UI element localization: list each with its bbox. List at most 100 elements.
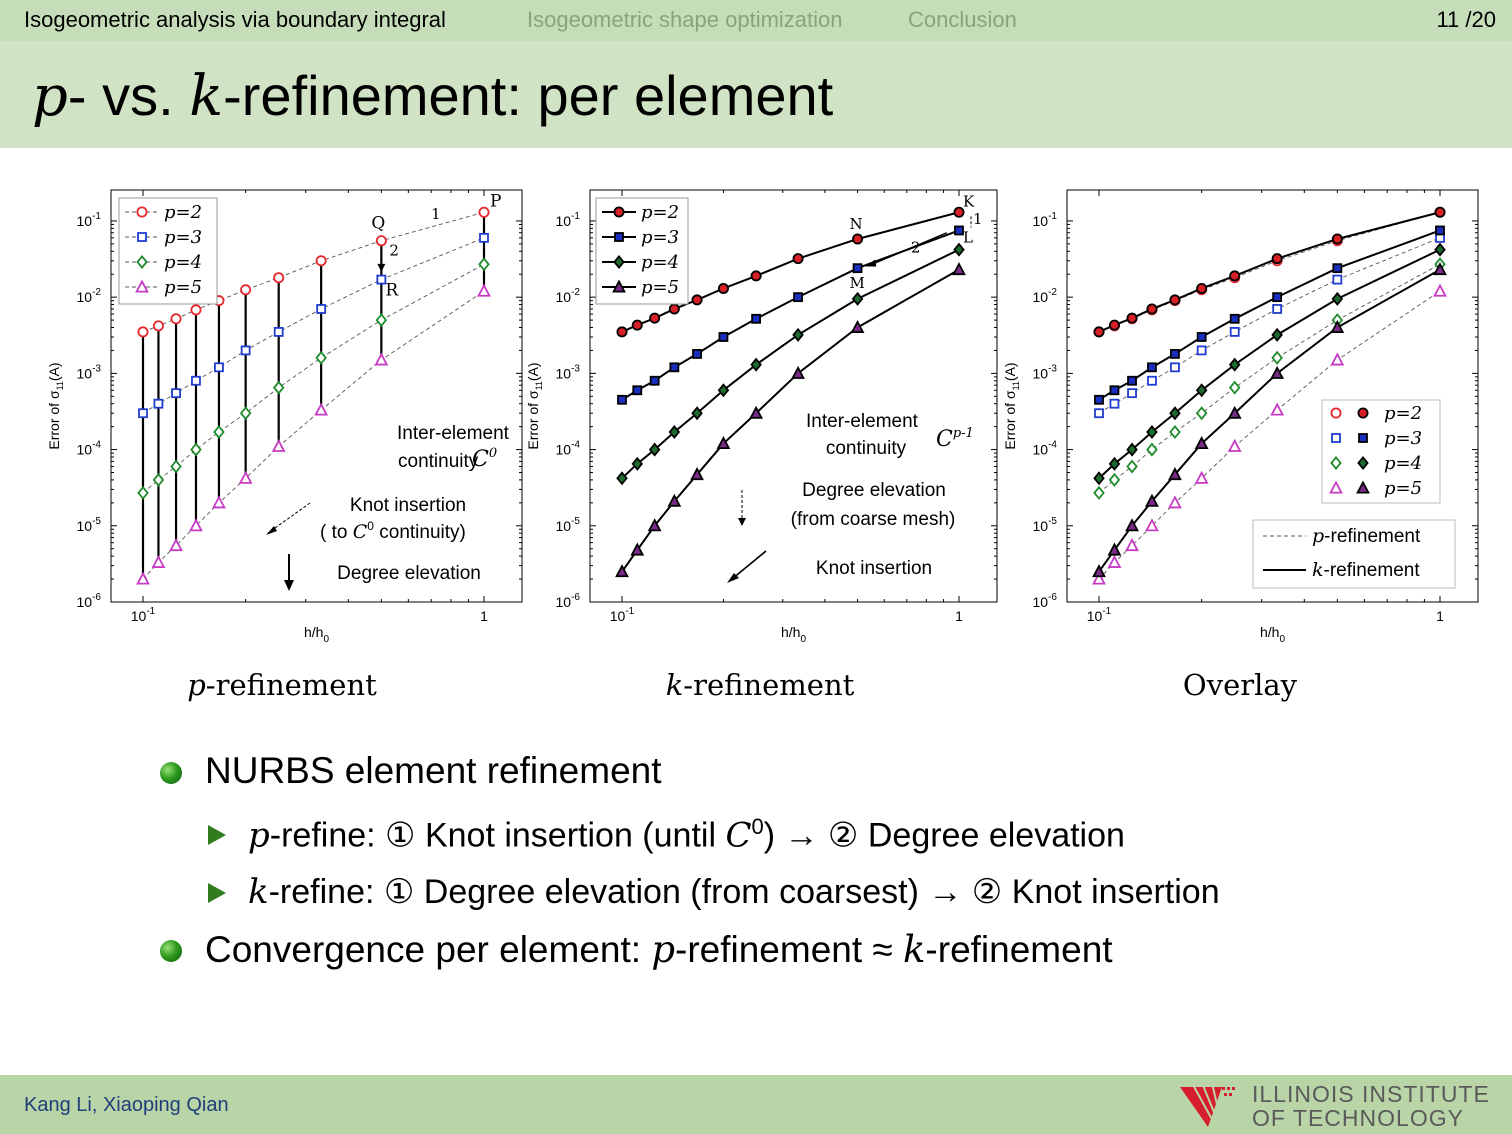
- p-series-p=4-line: [142, 263, 485, 494]
- overlay-p-p=4-point: [1126, 459, 1138, 474]
- k-series-p=5-point: [615, 564, 629, 578]
- k-series-p=5-point: [850, 319, 865, 333]
- k-series-p=3-line: [621, 229, 960, 401]
- y-tick-label: 10-4: [77, 440, 102, 458]
- overlay-k-p=2-point: [1093, 326, 1105, 338]
- legend-label-p-refinement: p-refinement: [1312, 525, 1421, 547]
- y-tick-label: 10-3: [556, 363, 581, 381]
- triangle-bullet-icon: [208, 825, 226, 845]
- overlay-k-p=5-point: [1330, 319, 1345, 333]
- p-series-p=4-point: [170, 459, 182, 474]
- k-series-p=2-point: [852, 233, 864, 245]
- x-axis-label: h/h0: [781, 624, 806, 645]
- legend-label: p=4: [164, 252, 202, 273]
- triangle-bullet-icon: [208, 883, 226, 903]
- k-series-p=2-point: [668, 303, 680, 315]
- overlay-p-p=3-point: [1229, 327, 1240, 337]
- overlay-p-p=3-point: [1196, 345, 1207, 356]
- k-series-p=2-point: [631, 319, 643, 331]
- legend-label: p=5: [641, 277, 679, 298]
- overlay-k-p=5-point: [1227, 405, 1242, 419]
- overlay-k-p=2-point: [1229, 270, 1241, 282]
- overlay-p-p=3-line: [1098, 237, 1441, 414]
- p-series-p=3-point: [138, 408, 148, 419]
- p-series-p=5-point: [271, 438, 286, 452]
- logo-text-line2: OF TECHNOLOGY: [1252, 1105, 1464, 1131]
- k-series-p=4-line: [621, 248, 960, 480]
- legend-marker: [136, 206, 148, 218]
- k-series-p=5-point: [716, 436, 731, 450]
- slide-title: p- vs. k-refinement: per element: [32, 64, 834, 129]
- arrow-head: [727, 573, 739, 583]
- overlay-p-p=3-point: [1127, 388, 1137, 399]
- arrow-head: [284, 580, 294, 591]
- legend-marker: [137, 232, 147, 242]
- point-label-p: P: [490, 191, 501, 211]
- overlay-k-p=4-point: [1331, 291, 1344, 306]
- k-series-p=2-point: [953, 206, 965, 218]
- overlay-k-p=3-line: [1098, 229, 1441, 401]
- legend-marker: [613, 206, 625, 218]
- chart-p-refinement: 10-1 10-2 10-3 10-4 10-5 10-6 10-1 1 h/h0 Error o…: [46, 189, 523, 645]
- chart-overlay: 10-1 10-2 10-3 10-4 10-5 10-6 10-1 1 h/h0 Error o…: [1002, 189, 1479, 645]
- bullet-icon: [160, 762, 182, 784]
- overlay-p-p=3-point: [1094, 408, 1104, 419]
- p-series-p=5-point: [477, 283, 491, 297]
- nav-section-bem[interactable]: Isogeometric analysis via boundary integ…: [24, 7, 446, 32]
- overlay-k-p=2-point: [1146, 303, 1158, 315]
- overlay-k-p=2-point: [1169, 294, 1181, 306]
- p-series-p=5-point: [151, 554, 166, 568]
- legend-marker: [612, 279, 626, 293]
- overlay-k-p=3-point: [1094, 394, 1104, 405]
- p-series-p=3-point: [171, 388, 181, 399]
- x-tick-label: 1: [480, 608, 488, 624]
- overlay-k-p=3-point: [1229, 313, 1240, 324]
- annotation-c0: C0: [472, 446, 497, 472]
- k-series-p=2-point: [691, 294, 703, 306]
- overlay-k-p=4-point: [1146, 424, 1158, 440]
- legend-open-marker: [1330, 407, 1342, 419]
- chart-k-refinement: 10-1 10-2 10-3 10-4 10-5 10-6 10-1 1 h/h0 Error o…: [525, 189, 998, 645]
- x-tick-label: 10-1: [131, 606, 156, 624]
- legend-label: p=2: [164, 202, 202, 223]
- k-series-p=4-point: [953, 242, 965, 257]
- overlay-k-p=2-point: [1331, 233, 1343, 245]
- legend-open-marker: [1331, 433, 1341, 443]
- overlay-k-p=3-point: [1127, 375, 1137, 386]
- charts-area: 10-1 10-2 10-3 10-4 10-5 10-6 10-1 1 h/h0 Error o…: [46, 189, 1479, 645]
- legend-label: p=5: [164, 277, 202, 298]
- overlay-p-p=4-point: [1195, 406, 1208, 421]
- point-label-m: M: [850, 274, 865, 292]
- overlay-p-p=3-point: [1332, 274, 1343, 285]
- k-series-p=4-point: [648, 442, 661, 457]
- k-series-p=5-point: [630, 542, 645, 556]
- overlay-k-p=3-point: [1272, 292, 1283, 303]
- overlay-k-p=3-point: [1170, 349, 1180, 359]
- p-series-p=3-point: [153, 398, 164, 409]
- overlay-k-p=2-line: [1098, 211, 1441, 333]
- y-tick-label: 10-2: [77, 287, 102, 305]
- y-tick-label: 10-5: [77, 516, 102, 534]
- annotation-to-c0: ( to C0 continuity): [320, 519, 466, 543]
- k-series-p=3-point: [649, 375, 660, 386]
- navigation-bar: Isogeometric analysis via boundary integ…: [0, 0, 1512, 41]
- legend-label: p=3: [164, 227, 202, 248]
- annotation-from-coarse: (from coarse mesh): [791, 509, 956, 530]
- legend-label-k-refinement: k-refinement: [1312, 559, 1420, 581]
- legend-box: [118, 197, 218, 305]
- overlay-k-p=2-point: [1271, 253, 1283, 265]
- k-series-p=5-point: [749, 405, 764, 419]
- overlay-p-p=5-point: [1330, 352, 1345, 366]
- x-axis-label: h/h0: [1260, 624, 1285, 645]
- caption-overlay: Overlay: [1182, 668, 1298, 702]
- overlay-p-p=5-point: [1227, 438, 1242, 452]
- overlay-p-p=4-point: [1146, 442, 1158, 457]
- overlay-p-p=4-point: [1271, 350, 1283, 365]
- nav-section-shape-opt[interactable]: Isogeometric shape optimization: [527, 7, 843, 32]
- p-series-p=2-point: [375, 235, 387, 247]
- logo-text-line1: ILLINOIS INSTITUTE: [1252, 1081, 1490, 1107]
- p-series-p=2-point: [273, 272, 285, 284]
- legend-marker: [614, 232, 624, 242]
- overlay-k-p=2-point: [1196, 282, 1208, 294]
- nav-section-conclusion[interactable]: Conclusion: [908, 7, 1017, 32]
